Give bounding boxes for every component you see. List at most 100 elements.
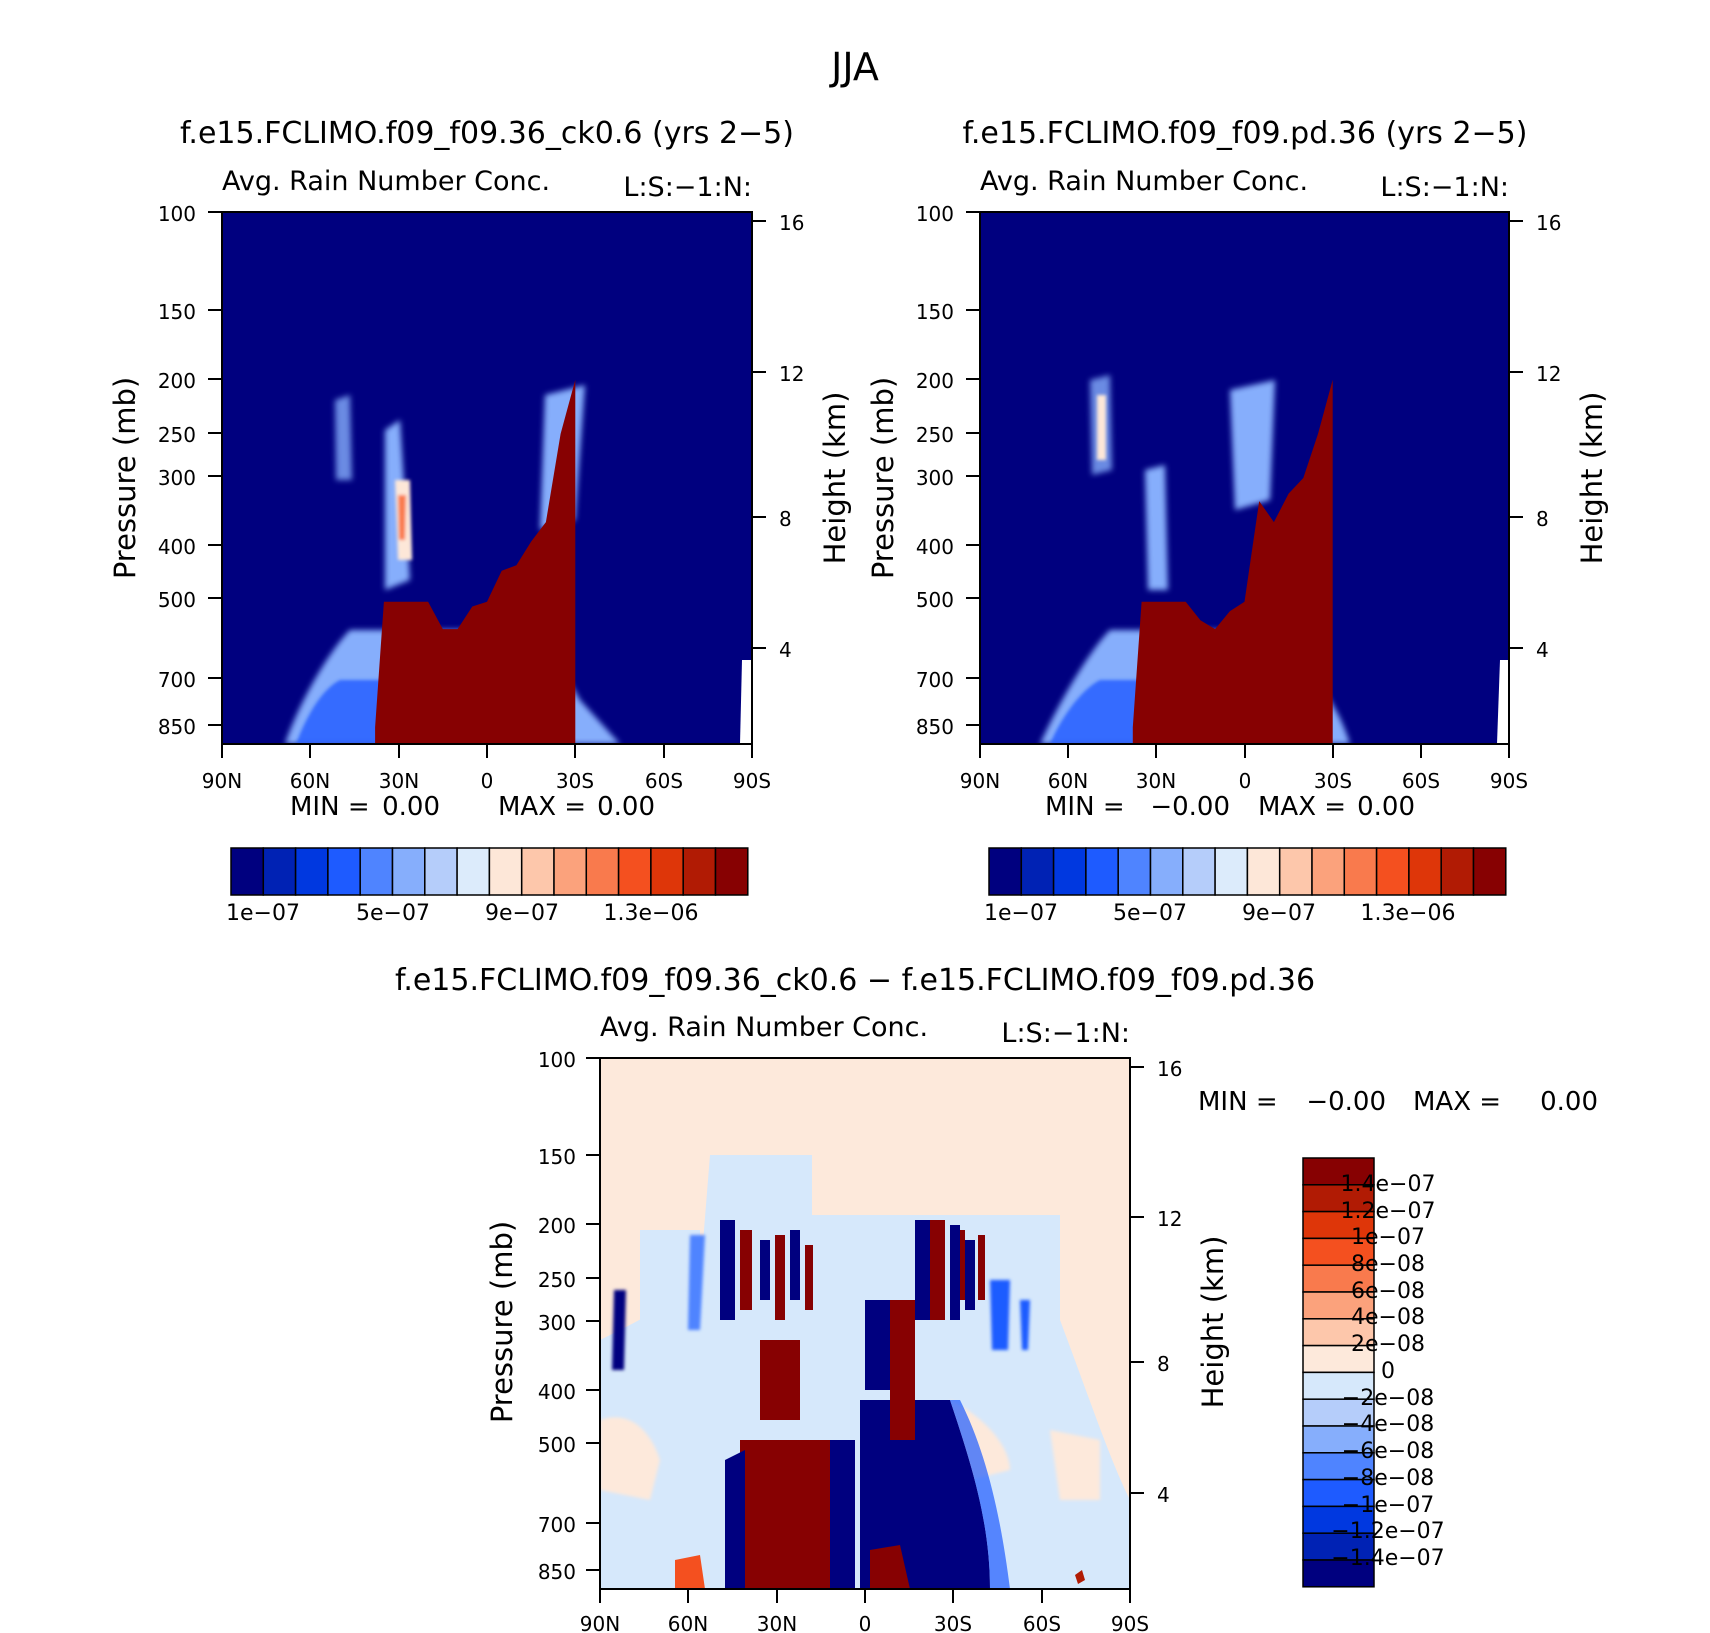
neg-edge [950,1400,1010,1589]
colorbar-box [1085,847,1119,896]
figure-title: JJA [829,45,879,89]
neg-streak [990,1280,1010,1350]
halo-upper-left [335,395,352,480]
y-tick-label: 250 [538,1268,576,1292]
x-tick-label: 30S [556,769,594,793]
y-tick-label: 200 [158,369,196,393]
colorbar-box [1246,847,1281,896]
colorbar-box [456,847,491,896]
y-axis: 100 150 200 250 300 400 500 700 850 Pres… [866,202,980,739]
panel-exp: f.e15.FCLIMO.f09_f09.pd.36 (yrs 2−5) Avg… [866,116,1609,926]
y2-tick-label: 4 [779,638,792,662]
colorbar-label: 1e−07 [226,901,300,926]
colorbar-box [520,847,555,896]
colorbar-box [1149,847,1184,896]
y2-tick-label: 4 [1536,638,1549,662]
neg-streak [688,1235,705,1330]
colorbar-label: 5e−07 [1113,901,1187,926]
core-upper-light [1097,395,1106,460]
colorbar-box [1182,847,1216,896]
x-tick-label: 90N [202,769,242,793]
y2-axis-label: Height (km) [818,392,852,565]
x-tick-label: 90S [1111,1612,1149,1633]
y-tick-label: 400 [158,535,196,559]
min-label: MIN = [290,792,370,822]
colorbar-label: 2e−08 [1351,1332,1425,1357]
panel-subtitle: Avg. Rain Number Conc. [600,1012,928,1043]
pos-core-mid [890,1300,915,1440]
colorbar-box [617,847,652,896]
max-value: 0.00 [1357,792,1415,822]
x-tick-label: 0 [859,1612,872,1633]
stats-line: MIN = 0.00 MAX = 0.00 [290,792,655,822]
missing-data [1497,660,1509,744]
colorbar-box [1375,847,1410,896]
y-tick-label: 700 [158,668,196,692]
colorbar-box [1302,1452,1375,1481]
x-tick-label: 0 [1239,769,1252,793]
min-value: −0.00 [1150,792,1230,822]
colorbar: 1e−07 5e−07 9e−07 1.3e−06 [226,847,749,926]
x-tick-label: 0 [481,769,494,793]
y2-tick-label: 8 [1536,507,1549,531]
y-tick-label: 400 [538,1380,576,1404]
pos-streaks-upper [930,1220,985,1320]
max-value: 0.00 [1540,1087,1598,1117]
neg-core-low [725,1440,855,1589]
colorbar-box [1311,847,1346,896]
colorbar-label: 5e−07 [356,901,430,926]
colorbar: 1.4e−07 1.2e−07 1e−07 8e−08 6e−08 4e−08 … [1302,1157,1445,1588]
x-tick-label: 60N [668,1612,708,1633]
colorbar-box [1052,847,1087,896]
rain-region [375,379,576,744]
y-tick-label: 850 [158,715,196,739]
colorbar-box [1214,847,1249,896]
pos-core-low [740,1340,830,1589]
colorbar-box [424,847,458,896]
colorbar-boxes [988,847,1507,896]
colorbar-box [1302,1264,1375,1293]
colorbar-label: −4e−08 [1342,1412,1434,1437]
y-tick-label: 200 [916,369,954,393]
colorbar-box [650,847,684,896]
panel-title: f.e15.FCLIMO.f09_f09.pd.36 (yrs 2−5) [963,116,1528,151]
panel-title: f.e15.FCLIMO.f09_f09.36_ck0.6 (yrs 2−5) [180,116,794,151]
y2-tick-label: 4 [1157,1483,1170,1507]
y2-tick-label: 16 [1536,211,1561,235]
colorbar-label: 4e−08 [1351,1305,1425,1330]
y2-tick-label: 16 [779,211,804,235]
colorbar-label: 9e−07 [1242,901,1316,926]
y2-tick-label: 8 [779,507,792,531]
min-label: MIN = [1045,792,1125,822]
y2-tick-label: 16 [1157,1057,1182,1081]
colorbar-label: −1e−07 [1342,1493,1434,1518]
panel-title: f.e15.FCLIMO.f09_f09.36_ck0.6 − f.e15.FC… [395,963,1315,998]
colorbar-box [1020,847,1055,896]
corner-label: L:S:−1:N: [1380,172,1509,203]
colorbar-label: −1.4e−07 [1331,1546,1444,1571]
min-value: −0.00 [1306,1087,1386,1117]
y-tick-label: 100 [916,202,954,226]
colorbar-box [682,847,717,896]
pos-speck [870,1545,910,1589]
x-axis: 90N 60N 30N 0 30S 60S 90S [202,744,771,793]
panel-subtitle: Avg. Rain Number Conc. [222,166,550,197]
colorbar-label: −1.2e−07 [1331,1519,1444,1544]
y-tick-label: 500 [538,1433,576,1457]
x-tick-label: 30S [1314,769,1352,793]
colorbar-box [1117,847,1152,896]
plot-field [980,212,1509,744]
colorbar-label: −6e−08 [1342,1439,1434,1464]
x-tick-label: 30N [379,769,419,793]
neg-streak [1020,1300,1030,1350]
y-axis-label: Pressure (mb) [108,377,142,579]
panel-diff: f.e15.FCLIMO.f09_f09.36_ck0.6 − f.e15.FC… [395,963,1598,1633]
stats-line: MIN = −0.00 MAX = 0.00 [1045,792,1415,822]
x-tick-label: 90S [733,769,771,793]
colorbar-box [230,847,265,896]
colorbar-box [262,847,297,896]
y2-tick-label: 8 [1157,1352,1170,1376]
y-tick-label: 700 [916,668,954,692]
stats-line: MIN = −0.00 MAX = 0.00 [1198,1087,1598,1117]
y-tick-label: 300 [158,466,196,490]
